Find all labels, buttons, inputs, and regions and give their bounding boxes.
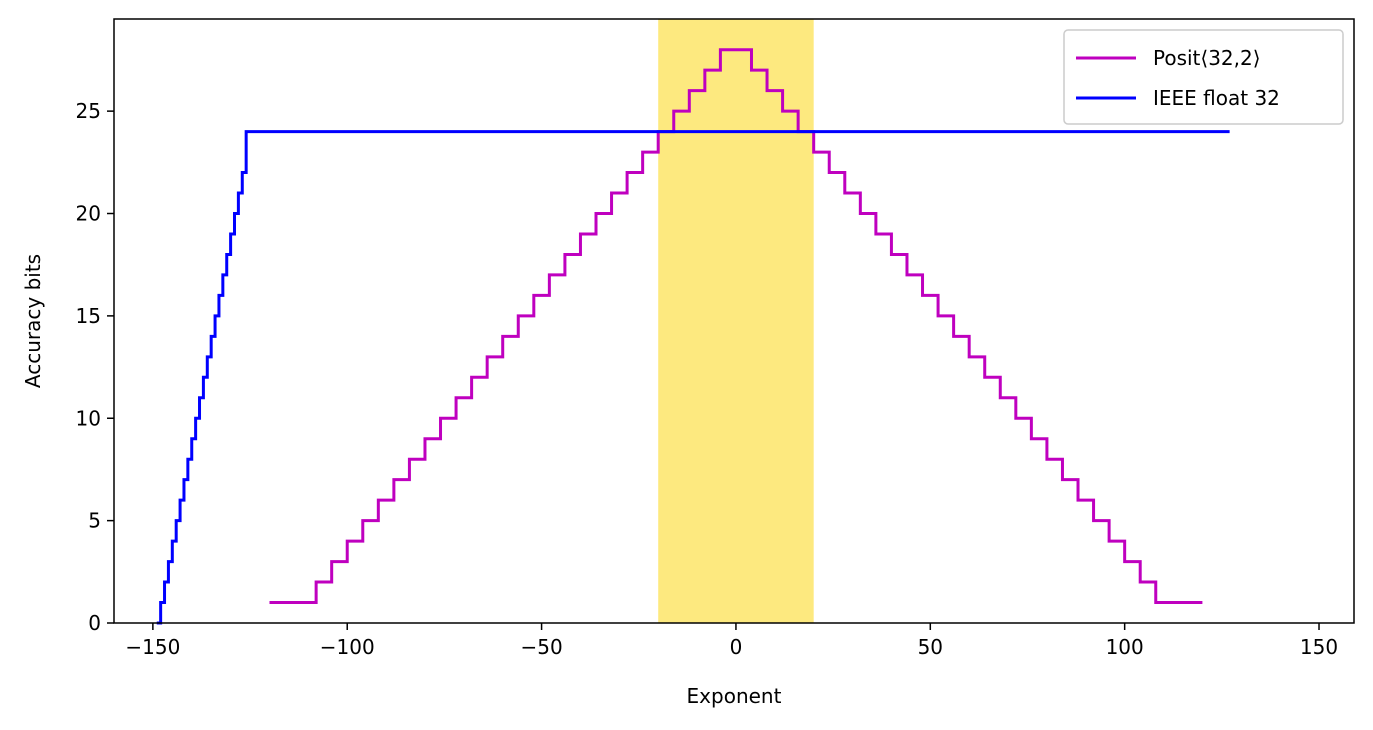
x-axis-label: Exponent	[687, 684, 782, 708]
legend-label: IEEE float 32	[1153, 86, 1280, 110]
y-tick-label: 0	[88, 611, 101, 635]
plot-frame	[113, 18, 1355, 624]
y-tick-label: 5	[88, 509, 101, 533]
x-tick-label: 150	[1300, 635, 1338, 659]
series-layer	[156, 48, 1230, 625]
y-tick-label: 10	[76, 406, 101, 430]
x-ticks: −150 −100 −50 0 50 100 150	[125, 623, 1338, 659]
x-tick-label: −50	[520, 635, 562, 659]
y-tick-label: 25	[76, 99, 101, 123]
highlight-band-layer	[658, 19, 814, 623]
highlight-band	[658, 19, 814, 623]
y-axis-label: Accuracy bits	[21, 254, 45, 388]
legend-box	[1063, 29, 1344, 125]
series-line-ieee-float32	[156, 130, 1230, 625]
x-tick-label: 100	[1106, 635, 1144, 659]
x-tick-label: 50	[918, 635, 943, 659]
x-tick-label: −150	[125, 635, 180, 659]
legend: Posit⟨32,2⟩ IEEE float 32	[1063, 29, 1344, 125]
x-tick-label: −100	[320, 635, 375, 659]
y-ticks: 0 5 10 15 20 25	[76, 99, 114, 635]
series-line-posit	[269, 48, 1203, 605]
y-tick-label: 15	[76, 304, 101, 328]
legend-label: Posit⟨32,2⟩	[1153, 46, 1261, 70]
y-tick-label: 20	[76, 202, 101, 226]
x-tick-label: 0	[730, 635, 743, 659]
